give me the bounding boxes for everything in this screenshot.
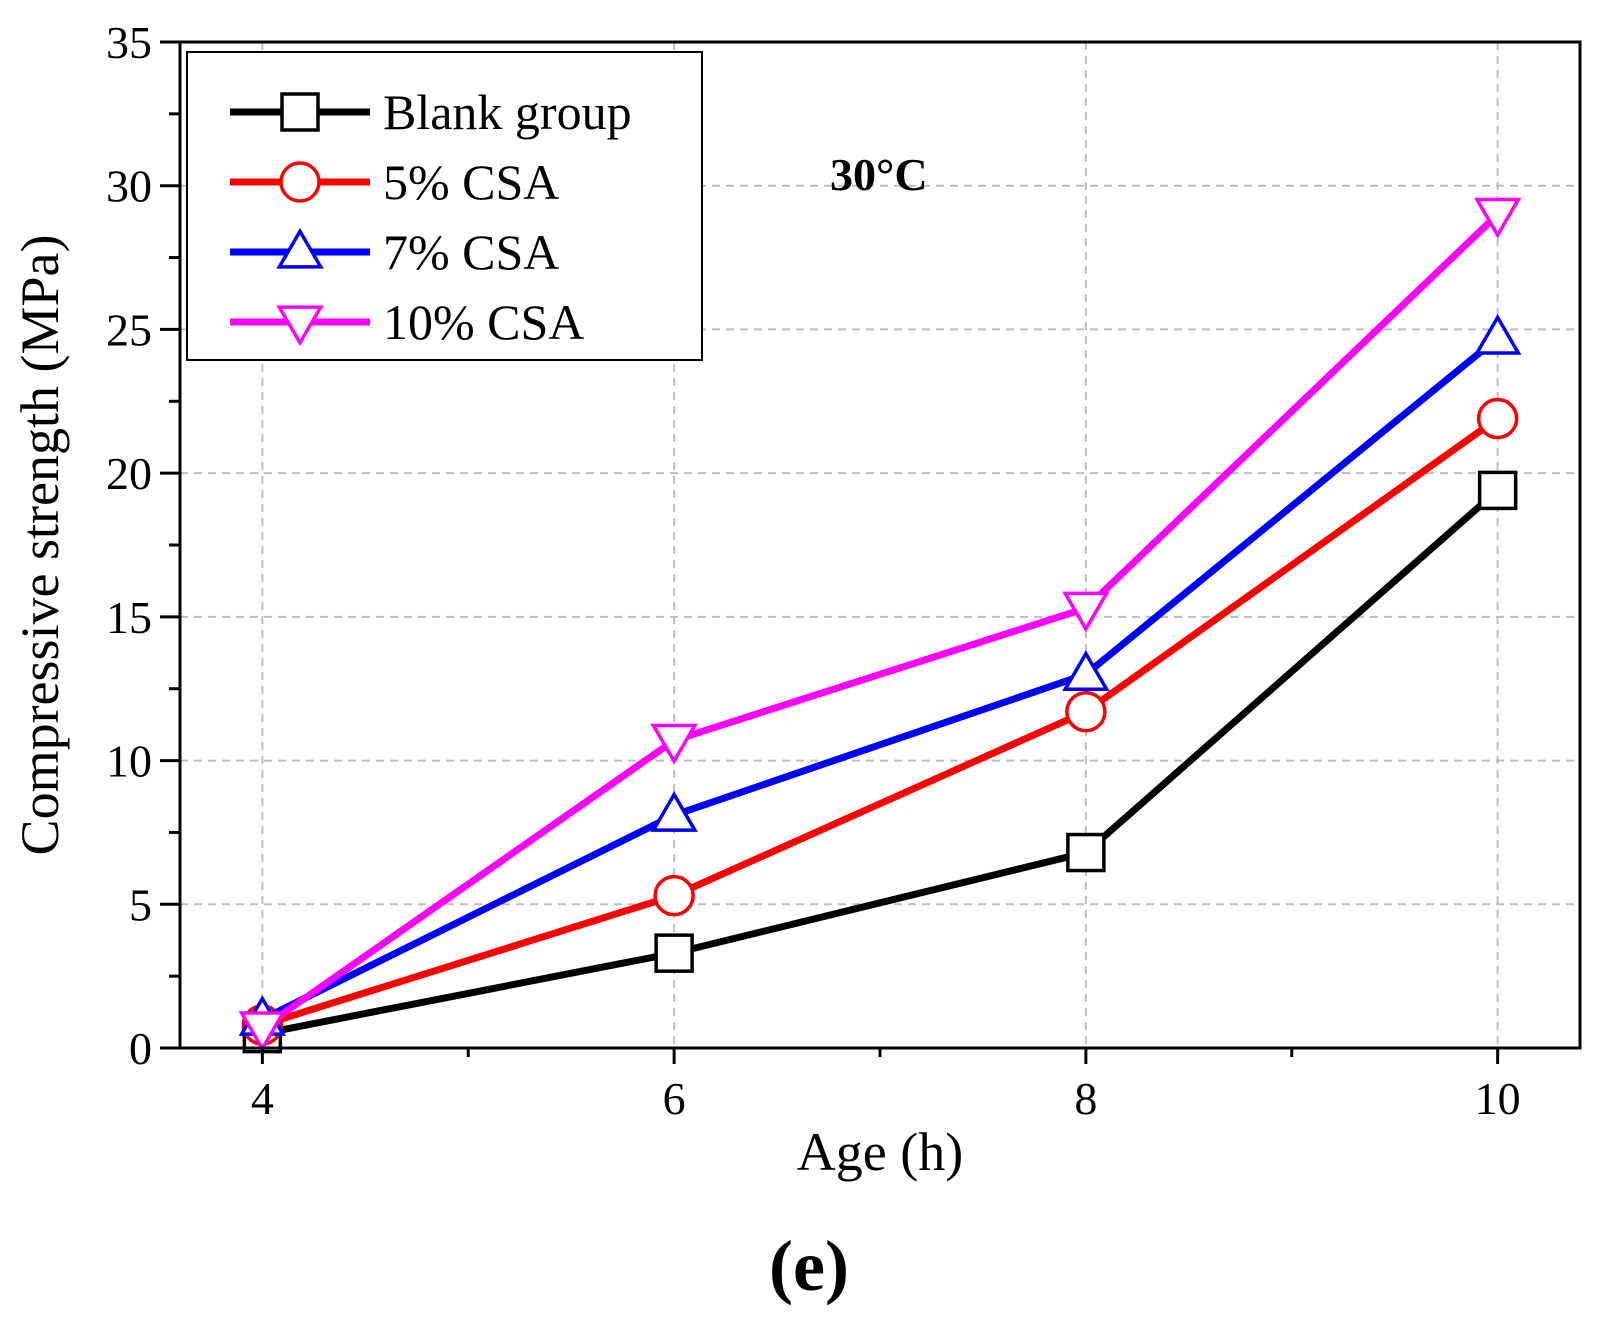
- data-point: [1065, 690, 1107, 733]
- x-tick-label: 10: [1475, 1073, 1521, 1124]
- series-layer: [238, 197, 1522, 1054]
- data-point: [1473, 197, 1522, 239]
- y-axis-title: Compressive strength (MPa): [10, 235, 70, 856]
- series-line: [261, 487, 1500, 1038]
- y-tick-label: 10: [106, 736, 152, 787]
- x-tick-label: 6: [663, 1073, 686, 1124]
- legend-marker: [280, 92, 320, 132]
- y-tick-label: 0: [129, 1023, 152, 1074]
- legend-label: 10% CSA: [383, 294, 584, 350]
- data-point: [1066, 832, 1106, 873]
- x-axis-title: Age (h): [797, 1122, 963, 1182]
- y-tick-label: 30: [106, 161, 152, 212]
- data-point: [1477, 470, 1518, 511]
- legend-marker: [276, 305, 324, 347]
- data-point: [654, 933, 694, 973]
- data-point: [238, 1011, 287, 1053]
- legend-box: [186, 51, 703, 361]
- data-point: [653, 874, 695, 917]
- series-1: [241, 397, 1519, 1046]
- legend-label: 5% CSA: [383, 154, 559, 210]
- y-tick-label: 15: [106, 592, 152, 643]
- series-0: [242, 470, 1518, 1054]
- data-point: [1062, 650, 1110, 691]
- y-tick-label: 5: [129, 879, 152, 930]
- series-line: [260, 335, 1500, 1023]
- legend-marker: [276, 227, 324, 269]
- data-point: [1473, 313, 1522, 355]
- axis-ticks: 4 6 8 10 0 5 10 15 20 25 30 35: [106, 17, 1521, 1124]
- data-point: [650, 723, 698, 765]
- legend-marker: [279, 161, 321, 203]
- data-point: [650, 791, 698, 832]
- panel-label: (e): [769, 1226, 849, 1306]
- series-3: [238, 197, 1522, 1053]
- legend: Blank group 5% CSA 7% CSA 10% CSA: [186, 51, 703, 361]
- y-tick-label: 35: [106, 17, 152, 68]
- grid-lines: [180, 42, 1580, 1048]
- series-line: [261, 415, 1500, 1029]
- data-point: [1476, 397, 1519, 440]
- x-tick-label: 8: [1074, 1073, 1097, 1124]
- y-tick-label: 20: [106, 448, 152, 499]
- data-point: [1062, 591, 1110, 633]
- legend-label: 7% CSA: [383, 224, 559, 280]
- series-line: [260, 211, 1501, 1031]
- legend-label: Blank group: [383, 84, 632, 140]
- x-tick-label: 4: [251, 1073, 274, 1124]
- temperature-annotation: 30°C: [830, 149, 928, 200]
- y-tick-label: 25: [106, 304, 152, 355]
